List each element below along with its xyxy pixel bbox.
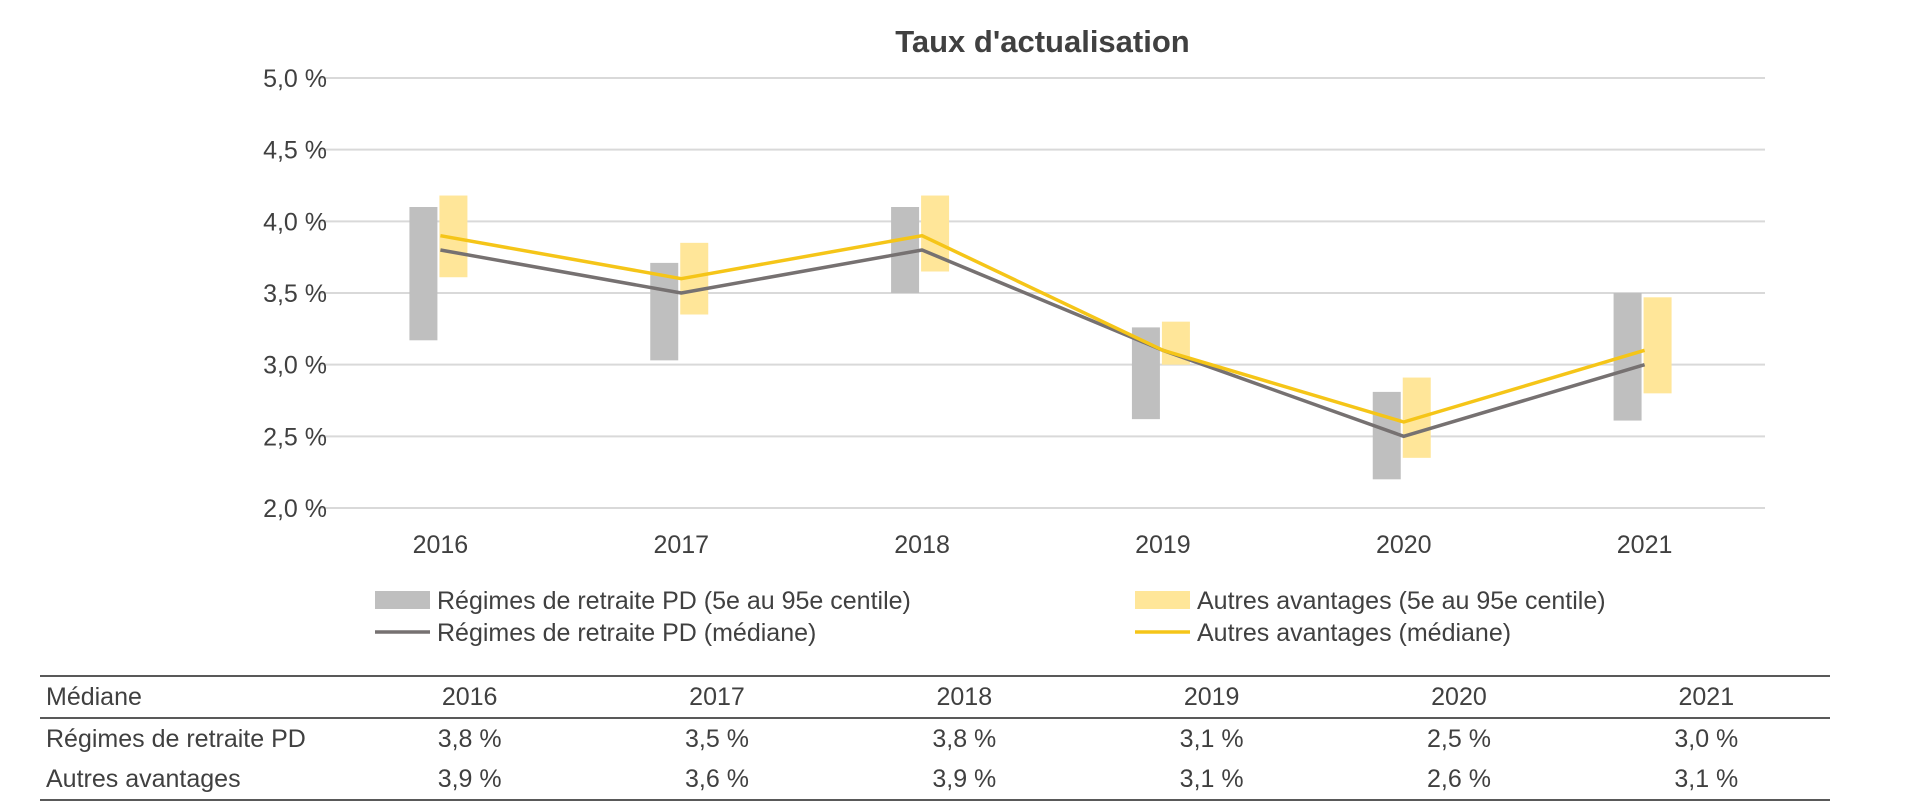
table-year-header: 2019: [1183, 682, 1240, 711]
legend-swatch: [1135, 591, 1190, 609]
legend-label: Autres avantages (5e au 95e centile): [1197, 587, 1606, 615]
legend-label: Régimes de retraite PD (5e au 95e centil…: [437, 587, 911, 615]
table-cell: 3,5 %: [685, 724, 749, 753]
table-cell: 3,8 %: [437, 724, 502, 753]
range-bar: [1372, 391, 1401, 480]
x-tick-label: 2021: [1617, 531, 1673, 559]
table-year-header: 2017: [689, 682, 745, 711]
legend-label: Autres avantages (médiane): [1197, 619, 1511, 647]
x-tick-label: 2018: [894, 531, 950, 559]
legend-label: Régimes de retraite PD (médiane): [437, 619, 816, 647]
x-tick-label: 2019: [1135, 531, 1191, 559]
table-cell: 3,9 %: [932, 764, 997, 793]
median-line: [440, 248, 1646, 439]
x-tick-label: 2020: [1376, 531, 1432, 559]
y-tick-label: 2,5 %: [263, 423, 327, 451]
range-bar: [409, 207, 438, 341]
median-line: [440, 233, 1646, 424]
x-tick-label: 2017: [653, 531, 709, 559]
y-tick-label: 3,5 %: [263, 280, 327, 308]
x-tick-label: 2016: [413, 531, 469, 559]
table-header-label: Médiane: [46, 682, 142, 711]
table-cell: 3,1 %: [1179, 764, 1244, 793]
range-bar: [650, 262, 679, 361]
table-year-header: 2021: [1678, 682, 1735, 711]
table-cell: 2,6 %: [1427, 764, 1491, 793]
range-bar: [1643, 297, 1672, 394]
discount-rate-chart: Taux d'actualisation 2,0 % 2,5 % 3,0 % 3,5 %…: [263, 24, 1765, 647]
table-cell: 3,1 %: [1179, 724, 1244, 753]
table-cell: 3,0 %: [1674, 724, 1739, 753]
table-cell: 3,1 %: [1674, 764, 1739, 793]
table-cell: 2,5 %: [1427, 724, 1491, 753]
y-tick-label: 3,0 %: [263, 352, 327, 380]
y-tick-label: 4,5 %: [263, 137, 327, 165]
table-cell: 3,9 %: [437, 764, 502, 793]
table-header-row: Médiane 2016 2017 2018 2019 2020 2021: [40, 676, 1830, 718]
y-tick-label: 4,0 %: [263, 208, 327, 236]
table-year-header: 2020: [1431, 682, 1487, 711]
table-row-label: Autres avantages: [46, 764, 241, 793]
table-row: Autres avantages 3,9 % 3,6 % 3,9 % 3,1 %…: [40, 759, 1830, 800]
table-year-header: 2018: [936, 682, 993, 711]
table-cell: 3,6 %: [685, 764, 749, 793]
table-row: Régimes de retraite PD 3,8 % 3,5 % 3,8 %…: [40, 718, 1830, 759]
y-tick-label: 5,0 %: [263, 65, 327, 93]
table-row-label: Régimes de retraite PD: [46, 724, 306, 753]
legend-swatch: [375, 591, 430, 609]
chart-title: Taux d'actualisation: [895, 24, 1189, 59]
y-tick-label: 2,0 %: [263, 495, 327, 523]
table-year-header: 2016: [441, 682, 498, 711]
table-cell: 3,8 %: [932, 724, 997, 753]
median-table: Médiane 2016 2017 2018 2019 2020 2021 Ré…: [40, 675, 1830, 801]
